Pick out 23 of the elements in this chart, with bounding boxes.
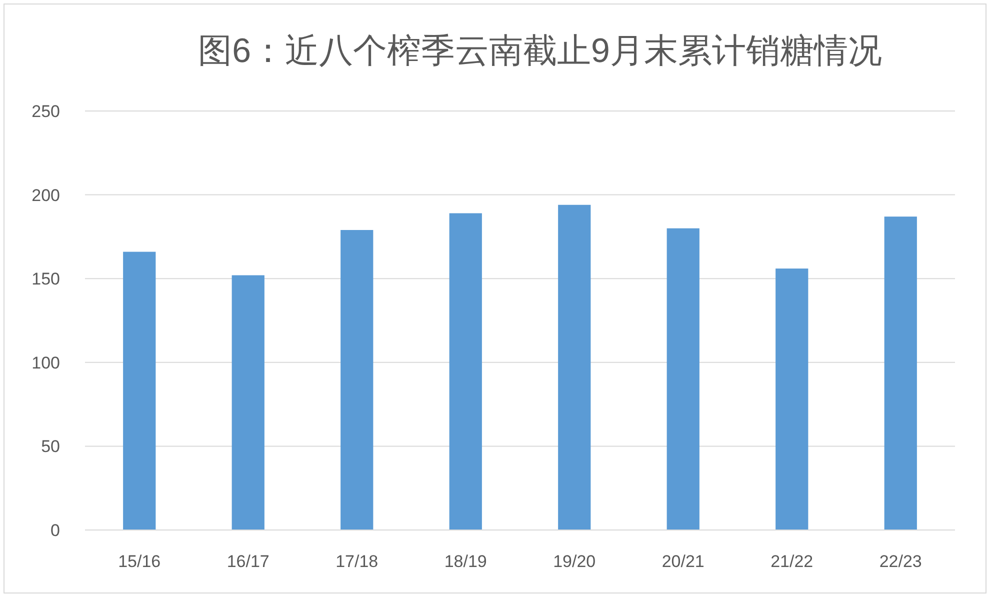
y-tick-label: 150 [32, 270, 60, 289]
bar [666, 228, 700, 530]
y-tick-label: 200 [32, 186, 60, 205]
x-tick-label: 22/23 [879, 552, 922, 571]
bar [123, 252, 156, 530]
y-tick-label: 100 [32, 353, 60, 372]
x-tick-label: 17/18 [336, 552, 378, 571]
y-tick-label: 250 [32, 102, 60, 121]
bar [776, 268, 808, 530]
x-tick-label: 16/17 [226, 552, 270, 571]
y-tick-label: 50 [41, 437, 60, 456]
x-tick-label: 18/19 [444, 552, 487, 571]
chart-title: 图6：近八个榨季云南截止9月末累计销糖情况 [198, 32, 882, 70]
bar [340, 230, 374, 530]
x-tick-label: 19/20 [553, 552, 596, 571]
bar [449, 213, 482, 530]
x-tick-label: 20/21 [662, 552, 704, 571]
x-tick-label: 21/22 [770, 552, 814, 571]
bar [884, 216, 917, 530]
bar [232, 275, 264, 530]
y-tick-label: 0 [50, 521, 60, 540]
x-tick-label: 15/16 [118, 552, 161, 571]
bar [558, 204, 591, 530]
